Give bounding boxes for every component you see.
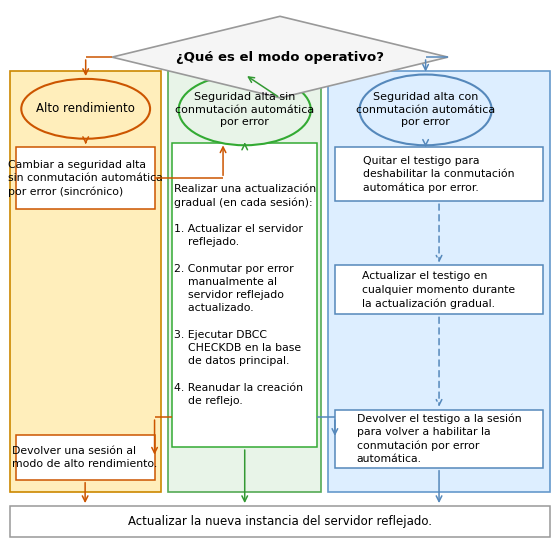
Bar [10,506,550,537]
Bar [335,410,543,468]
Text: Alto rendimiento: Alto rendimiento [36,102,135,115]
Text: Quitar el testigo para
deshabilitar la conmutación
automática por error.: Quitar el testigo para deshabilitar la c… [363,156,515,193]
Bar [16,435,155,480]
Bar [335,265,543,314]
Polygon shape [112,16,448,98]
Text: Actualizar la nueva instancia del servidor reflejado.: Actualizar la nueva instancia del servid… [128,515,432,528]
Text: Realizar una actualización
gradual (en cada sesión):

1. Actualizar el servidor
: Realizar una actualización gradual (en c… [174,184,316,406]
Text: Seguridad alta con
conmutación automática
por error: Seguridad alta con conmutación automátic… [356,92,495,127]
Bar [16,147,155,209]
Ellipse shape [21,79,150,139]
Text: Seguridad alta sin
conmutación automática
por error: Seguridad alta sin conmutación automátic… [175,92,314,127]
Bar [168,71,321,492]
Text: Actualizar el testigo en
cualquier momento durante
la actualización gradual.: Actualizar el testigo en cualquier momen… [362,271,516,308]
Bar [10,71,161,492]
Text: Cambiar a seguridad alta
sin conmutación automática
por error (sincrónico): Cambiar a seguridad alta sin conmutación… [8,159,162,197]
Ellipse shape [360,75,492,145]
Bar [172,143,317,447]
Text: Devolver una sesión al
modo de alto rendimiento.: Devolver una sesión al modo de alto rend… [12,446,158,469]
Bar [328,71,550,492]
Bar [335,147,543,201]
Text: ¿Qué es el modo operativo?: ¿Qué es el modo operativo? [176,51,384,64]
Ellipse shape [179,75,311,145]
Text: Devolver el testigo a la sesión
para volver a habilitar la
conmutación por error: Devolver el testigo a la sesión para vol… [357,413,521,464]
